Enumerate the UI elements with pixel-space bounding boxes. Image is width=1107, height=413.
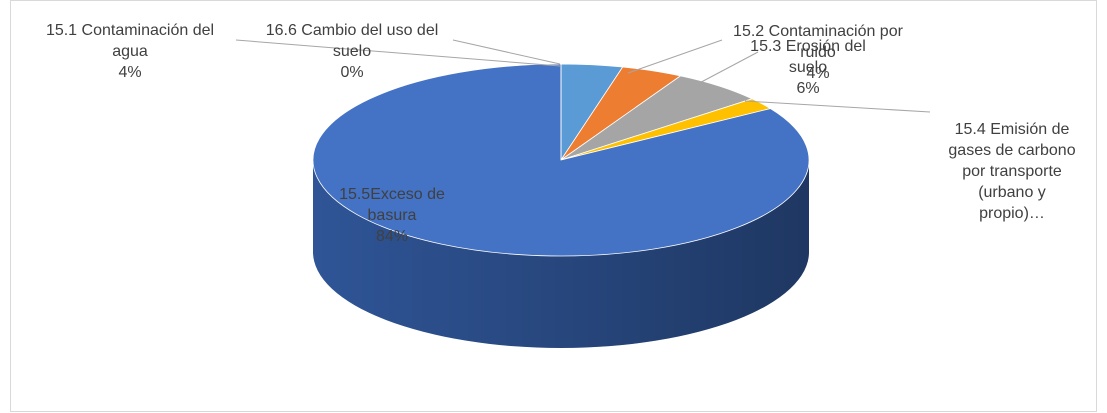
value-label: 0%	[340, 64, 364, 81]
leader-line	[452, 39, 561, 65]
category-label: 15.4 Emisión de gases de carbono por tra…	[948, 121, 1076, 222]
category-label: 15.1 Contaminación del agua 4%	[43, 20, 218, 83]
category-label: 15.3 Erosión del suelo 6%	[733, 36, 883, 99]
slice-side-shade	[313, 160, 809, 348]
leader-line	[235, 39, 561, 67]
category-label: 15.5Exceso de basura 84%	[317, 184, 467, 247]
chart-border	[10, 0, 1097, 412]
category-label: 16.6 Cambio del uso del suelo 0%	[265, 22, 439, 81]
value-label: 6%	[796, 80, 820, 97]
leader-line	[744, 100, 931, 113]
value-label: 84%	[375, 228, 409, 245]
leader-line	[689, 51, 759, 89]
category-label: 15.2 Contaminación por ruido 4%	[731, 21, 906, 84]
value-label: 4%	[806, 65, 830, 82]
value-label: 4%	[118, 64, 142, 81]
leader-line	[627, 39, 723, 74]
